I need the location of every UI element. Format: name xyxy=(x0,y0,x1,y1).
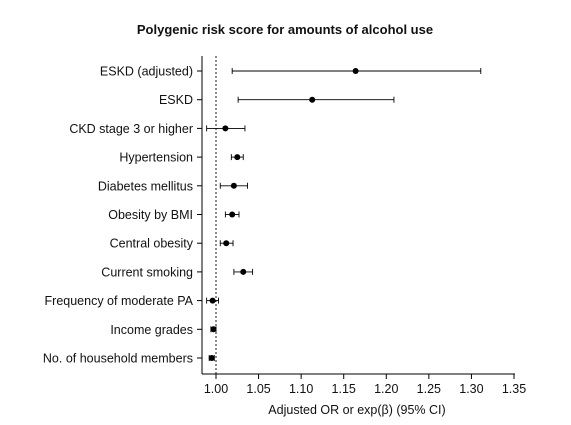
row-label: Central obesity xyxy=(110,237,194,251)
x-tick-label: 1.15 xyxy=(332,382,356,396)
estimate-point xyxy=(352,68,359,74)
estimate-point xyxy=(209,297,216,304)
x-axis-label: Adjusted OR or exp(β) (95% CI) xyxy=(268,403,445,417)
forest-row: Current smoking xyxy=(101,265,254,279)
x-tick-label: 1.20 xyxy=(374,382,398,396)
forest-row: Income grades xyxy=(110,323,217,337)
forest-row: ESKD (adjusted) xyxy=(100,65,482,79)
forest-row: Frequency of moderate PA xyxy=(45,294,220,308)
row-label: Current smoking xyxy=(101,265,193,279)
x-tick-label: 1.00 xyxy=(204,382,228,396)
forest-row: CKD stage 3 or higher xyxy=(69,122,246,136)
estimate-point xyxy=(208,355,215,361)
estimate-point xyxy=(210,326,217,333)
forest-row: ESKD xyxy=(159,93,395,107)
forest-row: Obesity by BMI xyxy=(108,208,240,222)
row-label: Income grades xyxy=(110,323,193,337)
estimate-point xyxy=(234,154,241,161)
x-tick-label: 1.05 xyxy=(246,382,270,396)
row-label: Obesity by BMI xyxy=(108,208,193,222)
forest-row: No. of household members xyxy=(43,352,215,366)
forest-rows: ESKD (adjusted) ESKD CKD stage 3 or higher… xyxy=(43,65,482,366)
row-label: Diabetes mellitus xyxy=(98,179,193,193)
x-axis-ticks: 1.00 1.05 1.10 1.15 1.20 1.25 1.30 1.35 xyxy=(204,374,526,396)
row-label: CKD stage 3 or higher xyxy=(69,122,193,136)
estimate-point xyxy=(222,125,229,132)
x-tick-label: 1.35 xyxy=(502,382,526,396)
forest-row: Hypertension xyxy=(119,151,244,165)
x-tick-label: 1.10 xyxy=(289,382,313,396)
estimate-point xyxy=(309,96,316,103)
forest-row: Diabetes mellitus xyxy=(98,179,248,193)
row-label: ESKD xyxy=(159,93,193,107)
forest-row: Central obesity xyxy=(110,237,234,251)
estimate-point xyxy=(223,240,230,247)
estimate-point xyxy=(230,182,237,189)
x-tick-label: 1.30 xyxy=(459,382,483,396)
row-label: No. of household members xyxy=(43,352,193,366)
row-label: Frequency of moderate PA xyxy=(45,294,194,308)
row-label: ESKD (adjusted) xyxy=(100,65,193,79)
x-tick-label: 1.25 xyxy=(417,382,441,396)
estimate-point xyxy=(229,211,236,218)
estimate-point xyxy=(240,268,247,275)
chart-title: Polygenic risk score for amounts of alco… xyxy=(137,22,433,37)
row-label: Hypertension xyxy=(119,151,193,165)
